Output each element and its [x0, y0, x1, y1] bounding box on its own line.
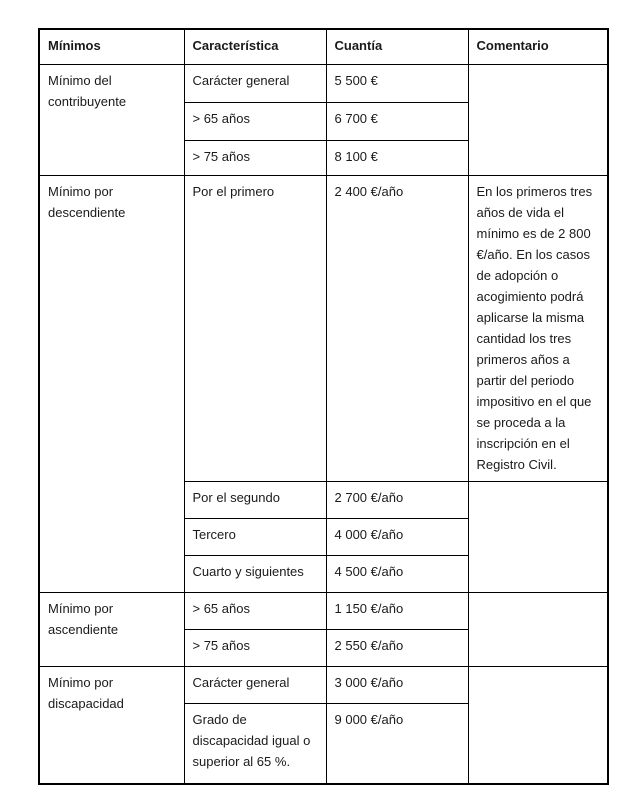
- cuantia-cell: 6 700 €: [325, 101, 469, 141]
- cuantia-cell: 8 100 €: [325, 139, 469, 176]
- minimos-table: Mínimos Característica Cuantía Comentari…: [38, 28, 609, 785]
- table-row: Por el segundo 2 700 €/año: [39, 480, 609, 593]
- group-label-cell: Mínimo del contribuyente: [38, 63, 185, 176]
- cuantia-cell: 2 550 €/año: [325, 628, 469, 667]
- header-cell-caracteristica: Característica: [183, 28, 327, 65]
- table-row: Cuarto y siguientes 4 500 €/año: [39, 554, 608, 593]
- table-row: Mínimo por descendiente Por el primero 2…: [38, 174, 609, 593]
- cuantia-cell: 2 400 €/año: [325, 174, 469, 482]
- group-label-cell: Mínimo por descendiente: [38, 174, 185, 593]
- cuantia-cell: 3 000 €/año: [325, 665, 469, 704]
- cuantia-cell: 2 700 €/año: [325, 480, 469, 519]
- header-cell-cuantia: Cuantía: [325, 28, 469, 65]
- caracteristica-cell: > 65 años: [183, 591, 327, 630]
- table-row: Mínimo por discapacidad Carácter general…: [38, 665, 609, 785]
- caracteristica-cell: > 65 años: [183, 101, 327, 141]
- header-cell-minimos: Mínimos: [38, 28, 185, 65]
- table-row: > 75 años 8 100 €: [39, 139, 608, 176]
- group-label-cell: Mínimo por ascendiente: [38, 591, 185, 667]
- cuantia-cell: 1 150 €/año: [325, 591, 469, 630]
- table-header-row: Mínimos Característica Cuantía Comentari…: [38, 28, 609, 65]
- comment-cell-empty: [467, 665, 609, 785]
- caracteristica-cell: > 75 años: [183, 628, 327, 667]
- cuantia-cell: 9 000 €/año: [325, 702, 469, 785]
- group-label-cell: Mínimo por discapacidad: [38, 665, 185, 785]
- cuantia-cell: 4 000 €/año: [325, 517, 469, 556]
- header-cell-comentario: Comentario: [467, 28, 609, 65]
- comment-cell-empty: [467, 591, 609, 667]
- caracteristica-cell: Grado de discapacidad igual o superior a…: [183, 702, 327, 785]
- comment-cell: En los primeros tres años de vida el mín…: [467, 174, 609, 482]
- caracteristica-cell: Por el segundo: [183, 480, 327, 519]
- table-row: Grado de discapacidad igual o superior a…: [39, 702, 608, 785]
- cuantia-cell: 4 500 €/año: [325, 554, 469, 593]
- caracteristica-cell: Tercero: [183, 517, 327, 556]
- table-row: > 65 años 6 700 €: [39, 101, 608, 141]
- table-row: Tercero 4 000 €/año: [39, 517, 608, 556]
- table-row: Mínimo por ascendiente > 65 años 1 150 €…: [38, 591, 609, 667]
- caracteristica-cell: Carácter general: [183, 63, 327, 103]
- caracteristica-cell: > 75 años: [183, 139, 327, 176]
- caracteristica-cell: Por el primero: [183, 174, 327, 482]
- comment-cell-empty: [467, 480, 609, 593]
- comment-cell-empty: [467, 63, 609, 176]
- table-row: > 75 años 2 550 €/año: [39, 628, 608, 667]
- caracteristica-cell: Cuarto y siguientes: [183, 554, 327, 593]
- table-row: Mínimo del contribuyente Carácter genera…: [38, 63, 609, 176]
- cuantia-cell: 5 500 €: [325, 63, 469, 103]
- caracteristica-cell: Carácter general: [183, 665, 327, 704]
